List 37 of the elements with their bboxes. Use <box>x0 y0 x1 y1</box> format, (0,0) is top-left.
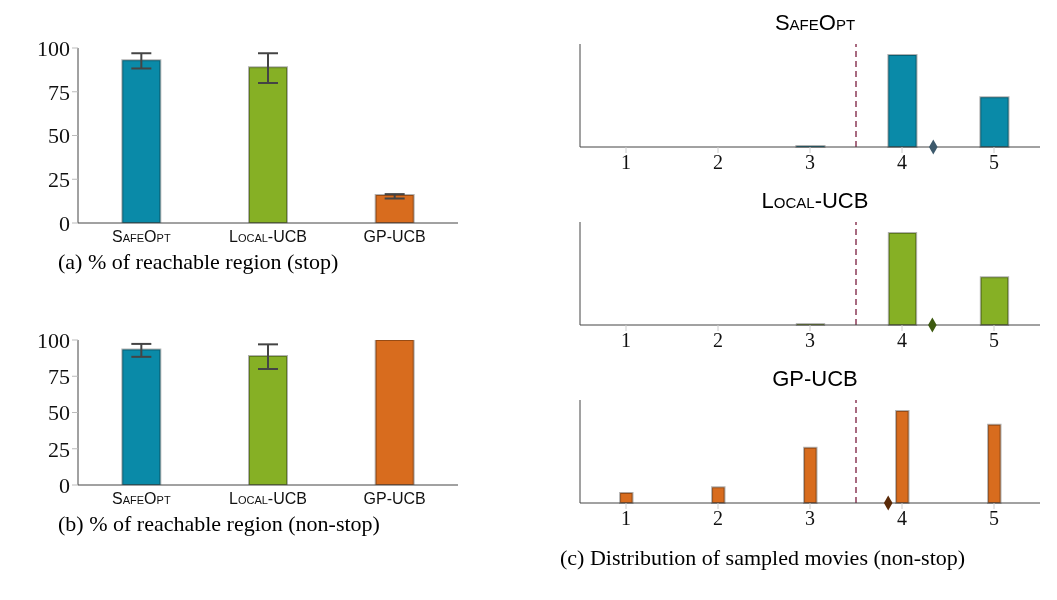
chart-title: Local-UCB <box>760 188 870 214</box>
y-tick-label: 100 <box>37 327 70 353</box>
chart-title: GP-UCB <box>771 366 859 392</box>
x-tick-label: 3 <box>805 151 815 174</box>
x-tick-label: 4 <box>897 507 907 530</box>
x-tick-label: SafeOpt <box>112 228 171 246</box>
x-tick-label: 5 <box>989 507 999 530</box>
x-tick-label: 1 <box>621 329 631 352</box>
y-tick-label: 25 <box>48 436 70 462</box>
x-tick-label: 5 <box>989 329 999 352</box>
text: (a) % of reachable region (stop) <box>58 249 340 275</box>
y-tick-label: 25 <box>48 167 70 193</box>
x-tick-label: Local-UCB <box>229 228 307 246</box>
y-tick-label: 50 <box>48 123 70 149</box>
x-tick-label: 2 <box>713 151 723 174</box>
x-tick-label: 1 <box>621 151 631 174</box>
chart-title: SafeOpt <box>773 10 857 36</box>
x-tick-label: 4 <box>897 329 907 352</box>
x-tick-label: 3 <box>805 507 815 530</box>
x-tick-label: GP-UCB <box>363 228 426 246</box>
text: (b) % of reachable region (non-stop) <box>58 511 381 537</box>
y-tick-label: 50 <box>48 400 70 426</box>
x-tick-label: 2 <box>713 507 723 530</box>
y-tick-label: 100 <box>37 35 70 61</box>
y-tick-label: 0 <box>59 472 70 498</box>
x-tick-label: 1 <box>621 507 631 530</box>
x-tick-label: SafeOpt <box>112 490 171 508</box>
x-tick-label: 5 <box>989 151 999 174</box>
x-tick-label: 4 <box>897 151 907 174</box>
x-tick-label: 3 <box>805 329 815 352</box>
x-tick-label: 2 <box>713 329 723 352</box>
y-tick-label: 75 <box>48 364 70 390</box>
y-tick-label: 75 <box>48 79 70 105</box>
x-tick-label: GP-UCB <box>363 490 426 508</box>
text: (c) Distribution of sampled movies (non-stop) <box>560 545 967 571</box>
x-tick-label: Local-UCB <box>229 490 307 508</box>
y-tick-label: 0 <box>59 210 70 236</box>
